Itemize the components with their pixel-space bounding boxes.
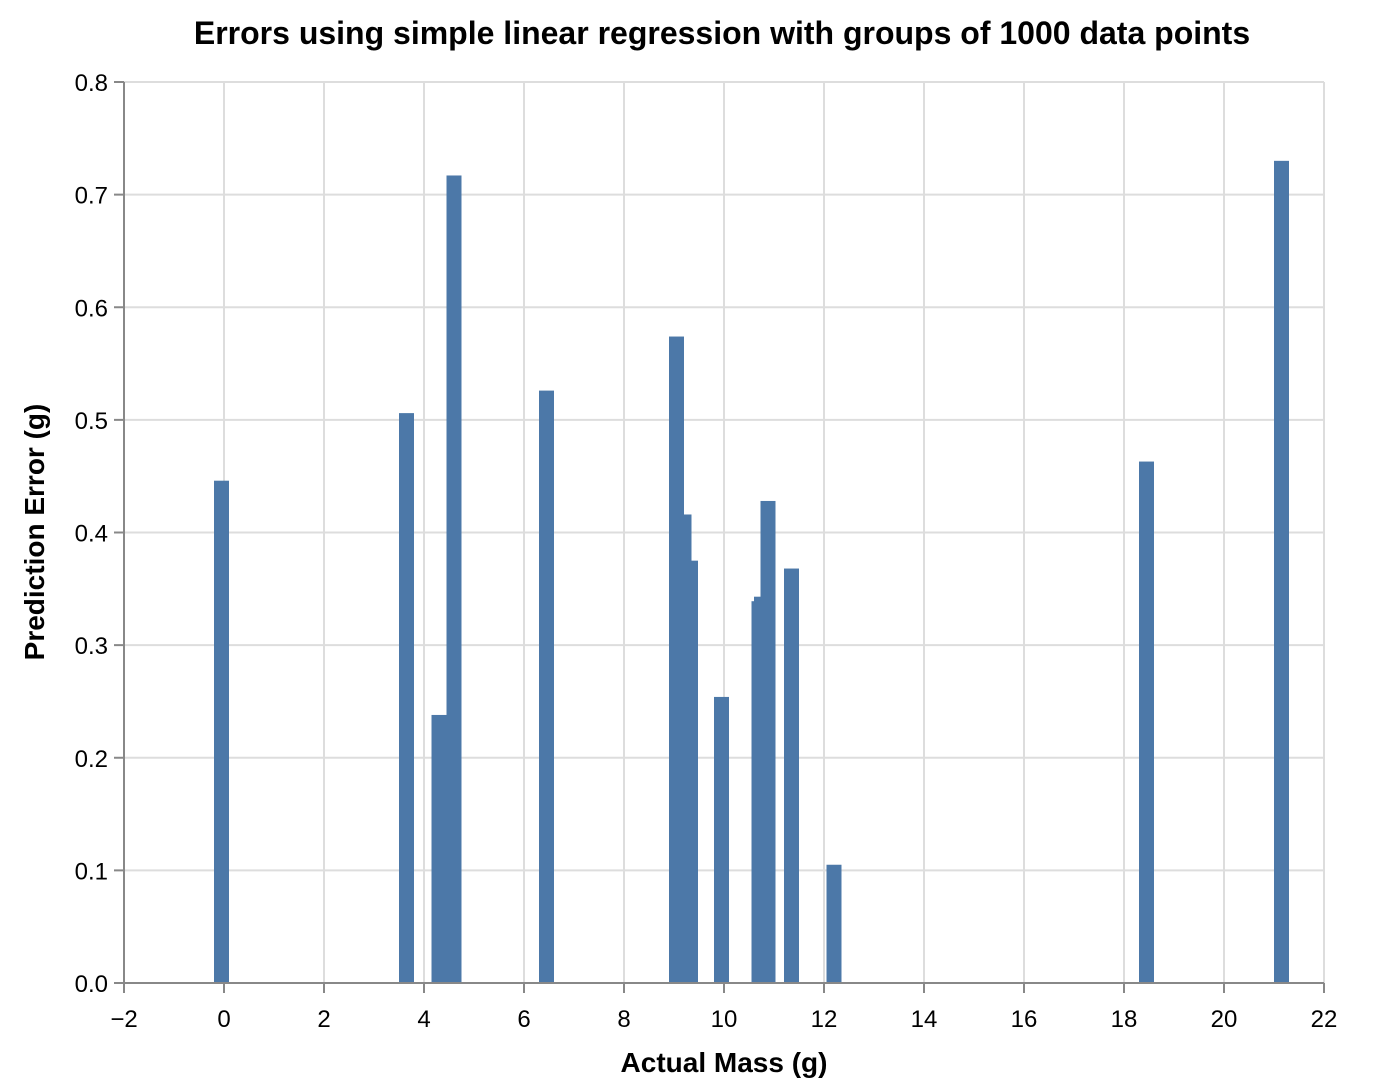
y-tick-label: 0.5 bbox=[75, 408, 108, 435]
x-tick-label: 16 bbox=[1011, 1006, 1038, 1033]
x-tick-label: 12 bbox=[811, 1006, 838, 1033]
bar bbox=[431, 714, 447, 983]
y-axis-title: Prediction Error (g) bbox=[19, 404, 50, 661]
bar bbox=[683, 560, 698, 983]
chart-title: Errors using simple linear regression wi… bbox=[194, 15, 1250, 51]
x-tick-label: 8 bbox=[617, 1006, 630, 1033]
x-tick-label: 22 bbox=[1311, 1006, 1338, 1033]
x-tick-label: 18 bbox=[1111, 1006, 1138, 1033]
x-tick-label: 2 bbox=[317, 1006, 330, 1033]
bar bbox=[446, 175, 462, 983]
bar bbox=[1139, 461, 1154, 983]
x-axis-title: Actual Mass (g) bbox=[621, 1047, 828, 1078]
bar bbox=[760, 500, 776, 983]
bar bbox=[784, 568, 799, 983]
bars bbox=[214, 160, 1289, 984]
y-tick-label: 0.8 bbox=[75, 70, 108, 97]
bar bbox=[1274, 160, 1289, 983]
axes: −2 0 2 4 6 8 10 12 14 16 18 20 22 0.0 0.1 0.2 0.3 0.4 0.5 0… bbox=[75, 70, 1338, 1033]
bar bbox=[399, 413, 414, 983]
x-tick-label: 20 bbox=[1211, 1006, 1238, 1033]
bar bbox=[714, 696, 729, 983]
x-tick-label: 14 bbox=[911, 1006, 938, 1033]
x-tick-label: 10 bbox=[711, 1006, 738, 1033]
y-tick-label: 0.7 bbox=[75, 183, 108, 210]
bar bbox=[826, 864, 842, 983]
y-tick-label: 0.4 bbox=[75, 521, 108, 548]
y-tick-label: 0.1 bbox=[75, 858, 108, 885]
y-tick-label: 0.3 bbox=[75, 633, 108, 660]
y-tick-label: 0.2 bbox=[75, 746, 108, 773]
y-tick-label: 0.6 bbox=[75, 295, 108, 322]
bar bbox=[214, 480, 229, 983]
bar bbox=[539, 390, 554, 983]
x-tick-label: 4 bbox=[417, 1006, 430, 1033]
y-tick-label: 0.0 bbox=[75, 971, 108, 998]
x-tick-label: −2 bbox=[110, 1006, 137, 1033]
x-tick-label: 6 bbox=[517, 1006, 530, 1033]
x-tick-label: 0 bbox=[217, 1006, 230, 1033]
